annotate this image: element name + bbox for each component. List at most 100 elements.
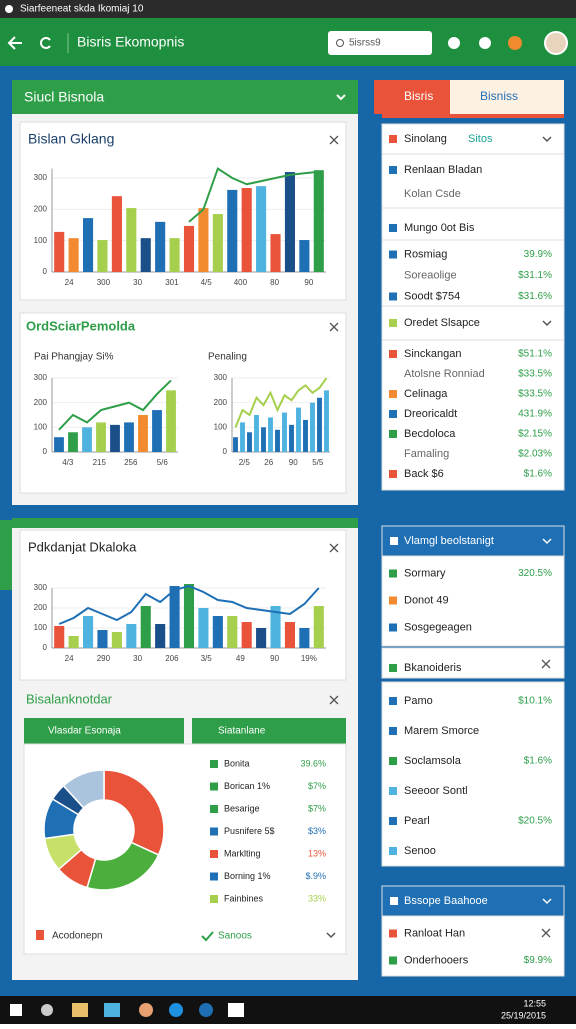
bar <box>270 234 281 272</box>
bar <box>97 630 108 648</box>
tab-label[interactable]: Vlasdar Esonaja <box>48 726 121 737</box>
bar <box>126 624 137 648</box>
footer-text[interactable]: Sanoos <box>218 931 252 942</box>
item-label[interactable]: Sormary <box>404 567 446 579</box>
chevron[interactable] <box>542 320 552 327</box>
close-button[interactable] <box>329 322 339 332</box>
bar <box>169 238 180 272</box>
clock-time[interactable]: 12:55 <box>523 998 546 1008</box>
item-icon <box>389 250 397 259</box>
tab-title[interactable]: Siarfeeneat skda Ikomiaj 10 <box>20 4 144 15</box>
item-label[interactable]: Senoo <box>404 845 436 857</box>
icon-button[interactable] <box>479 37 491 49</box>
x-tick-label: 5/6 <box>157 458 169 467</box>
search-box[interactable] <box>328 31 432 55</box>
chevron[interactable] <box>542 898 552 905</box>
legend-swatch <box>210 782 218 791</box>
group-title[interactable]: Sinolang <box>404 133 447 145</box>
item-label[interactable]: Famaling <box>404 448 449 460</box>
item-label[interactable]: Becdoloca <box>404 428 456 440</box>
item-label[interactable]: Pearl <box>404 815 430 827</box>
taskbar-icon[interactable] <box>41 1004 53 1016</box>
tab[interactable] <box>374 80 450 114</box>
item-label[interactable]: Pamo <box>404 695 433 707</box>
taskbar-icon[interactable] <box>169 1003 183 1017</box>
bar <box>152 410 162 452</box>
close-button[interactable] <box>329 543 339 553</box>
bar <box>68 432 78 452</box>
item-label[interactable]: Rosmiag <box>404 248 447 260</box>
item-label[interactable]: Mungo 0ot Bis <box>404 222 475 234</box>
bar <box>212 616 223 648</box>
item-label[interactable]: Marem Smorce <box>404 725 479 737</box>
item-icon <box>389 410 397 418</box>
y-tick-label: 0 <box>43 267 48 276</box>
x-tick-label: 30 <box>133 278 142 287</box>
avatar[interactable] <box>544 31 568 55</box>
taskbar-icon[interactable] <box>139 1003 153 1017</box>
chart-title: Penaling <box>208 352 247 363</box>
x-tick-label: 90 <box>304 278 313 287</box>
tab[interactable] <box>192 718 346 744</box>
item-label[interactable]: Soodt $754 <box>404 290 460 302</box>
item-label[interactable]: Seeoor Sontl <box>404 785 468 797</box>
item-label[interactable]: Renlaan Bladan <box>404 164 482 176</box>
chevron[interactable] <box>542 136 552 143</box>
tab-label[interactable]: Siatanlane <box>218 726 266 737</box>
close-button[interactable] <box>329 695 339 705</box>
item-label[interactable]: Atolsne Ronniad <box>404 368 485 380</box>
bar <box>126 208 137 272</box>
item-label[interactable]: Soclamsola <box>404 755 462 767</box>
taskbar-icon[interactable] <box>199 1003 213 1017</box>
bar <box>233 437 238 452</box>
chevron[interactable] <box>326 932 336 939</box>
item-icon <box>389 697 397 705</box>
legend-label: Pusnifere 5$ <box>224 826 275 836</box>
item-label[interactable]: Dreoricaldt <box>404 408 457 420</box>
item-label[interactable]: Sinckangan <box>404 348 462 360</box>
chevron[interactable] <box>542 538 552 545</box>
item-label[interactable]: Back $6 <box>404 468 444 480</box>
item-label[interactable]: Soreaolige <box>404 269 457 281</box>
item-label[interactable]: Kolan Csde <box>404 188 461 200</box>
chevron[interactable] <box>336 94 346 101</box>
tab-label[interactable]: Bisris <box>404 89 433 103</box>
taskbar <box>0 996 576 1024</box>
taskbar-icon[interactable] <box>228 1003 244 1017</box>
group-title[interactable]: Oredet Slsapce <box>404 317 480 329</box>
tab[interactable] <box>24 718 184 744</box>
item-label[interactable]: Donot 49 <box>404 594 449 606</box>
start-button[interactable] <box>10 1004 22 1016</box>
tab[interactable] <box>450 80 564 114</box>
footer-text[interactable]: Acodonepn <box>52 931 103 942</box>
item-label[interactable]: Onderhooers <box>404 954 469 966</box>
icon-button[interactable] <box>508 36 522 50</box>
close-button[interactable] <box>329 135 339 145</box>
clock-date[interactable]: 25/19/2015 <box>501 1010 546 1020</box>
item-label[interactable]: Celinaga <box>404 388 448 400</box>
taskbar-icon[interactable] <box>104 1003 120 1017</box>
legend-swatch <box>210 827 218 836</box>
group-title[interactable]: Vlamgl beolstanigt <box>404 535 494 547</box>
icon-button[interactable] <box>448 37 460 49</box>
legend-value: 39.6% <box>300 758 326 768</box>
close-button[interactable] <box>541 928 551 938</box>
item-label[interactable]: Bkanoideris <box>404 662 462 674</box>
refresh-button[interactable] <box>40 37 51 49</box>
x-tick-label: 24 <box>65 278 74 287</box>
group-title[interactable]: Bssope Baahooe <box>404 895 488 907</box>
item-label[interactable]: Ranloat Han <box>404 927 465 939</box>
y-tick-label: 100 <box>214 422 228 431</box>
taskbar-icon[interactable] <box>72 1003 88 1017</box>
item-label[interactable]: Sosgegeagen <box>404 621 472 633</box>
back-button[interactable] <box>7 36 22 50</box>
bar <box>299 240 310 272</box>
tab-label[interactable]: Bisniss <box>480 89 518 103</box>
item-value: $1.6% <box>524 756 552 767</box>
search-text[interactable]: 5isrss9 <box>349 38 381 49</box>
bar <box>212 214 223 272</box>
item-icon <box>389 727 397 735</box>
close-button[interactable] <box>541 659 551 669</box>
